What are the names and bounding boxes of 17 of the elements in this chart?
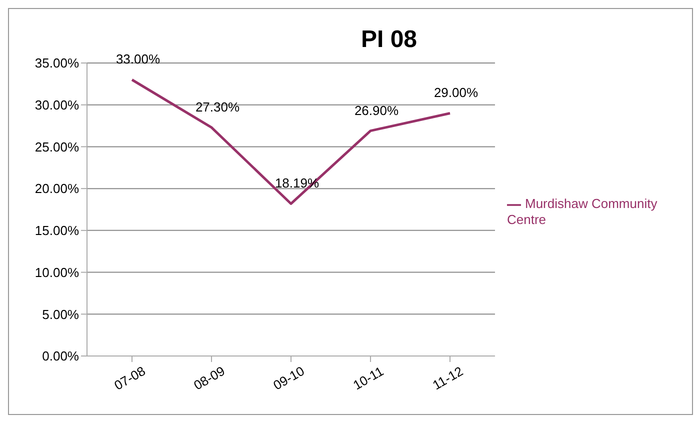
y-tick-label: 25.00% [34, 139, 80, 154]
y-tick-label: 15.00% [34, 223, 80, 238]
y-tick-label: 5.00% [42, 306, 80, 322]
y-tick-label: 20.00% [34, 181, 80, 196]
data-label: 26.90% [354, 102, 399, 118]
x-tick-label: 10-11 [350, 364, 386, 393]
legend-label: Murdishaw Community Centre [507, 196, 658, 227]
data-label: 29.00% [434, 85, 478, 100]
y-tick-label: 0.00% [42, 348, 80, 364]
y-tick-label: 35.00% [34, 56, 80, 71]
data-label: 27.30% [195, 99, 240, 114]
chart-title: PI 08 [360, 26, 418, 53]
x-tick-label: 09-10 [270, 363, 307, 393]
y-tick-label: 30.00% [34, 97, 80, 112]
x-tick-label: 08-09 [191, 363, 228, 393]
y-tick-label: 10.00% [34, 264, 80, 280]
data-label: 33.00% [116, 52, 160, 67]
